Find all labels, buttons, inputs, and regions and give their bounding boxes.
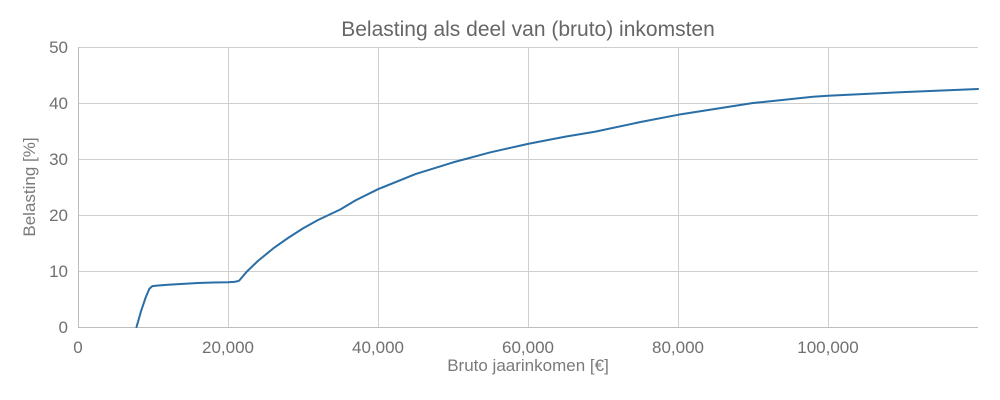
x-tick-label: 40,000	[352, 338, 404, 357]
x-tick-label: 20,000	[202, 338, 254, 357]
y-tick-label: 50	[49, 38, 68, 57]
x-tick-label: 100,000	[797, 338, 858, 357]
axes	[78, 47, 978, 328]
grid-lines	[78, 47, 978, 328]
chart-title: Belasting als deel van (bruto) inkomsten	[341, 18, 715, 41]
y-tick-label: 30	[49, 150, 68, 169]
y-tick-label: 20	[49, 206, 68, 225]
tick-labels: 0 10 20 30 40 50 0 20,000 40,000 60,000 80,000 100,…	[49, 38, 859, 357]
x-tick-label: 0	[73, 338, 82, 357]
y-tick-label: 0	[59, 318, 68, 337]
x-tick-label: 60,000	[502, 338, 554, 357]
series-line	[135, 88, 979, 328]
y-axis-label: Belasting [%]	[20, 137, 39, 237]
y-tick-label: 10	[49, 262, 68, 281]
y-tick-label: 40	[49, 94, 68, 113]
x-axis-label: Bruto jaarinkomen [€]	[447, 356, 609, 375]
x-tick-label: 80,000	[652, 338, 704, 357]
